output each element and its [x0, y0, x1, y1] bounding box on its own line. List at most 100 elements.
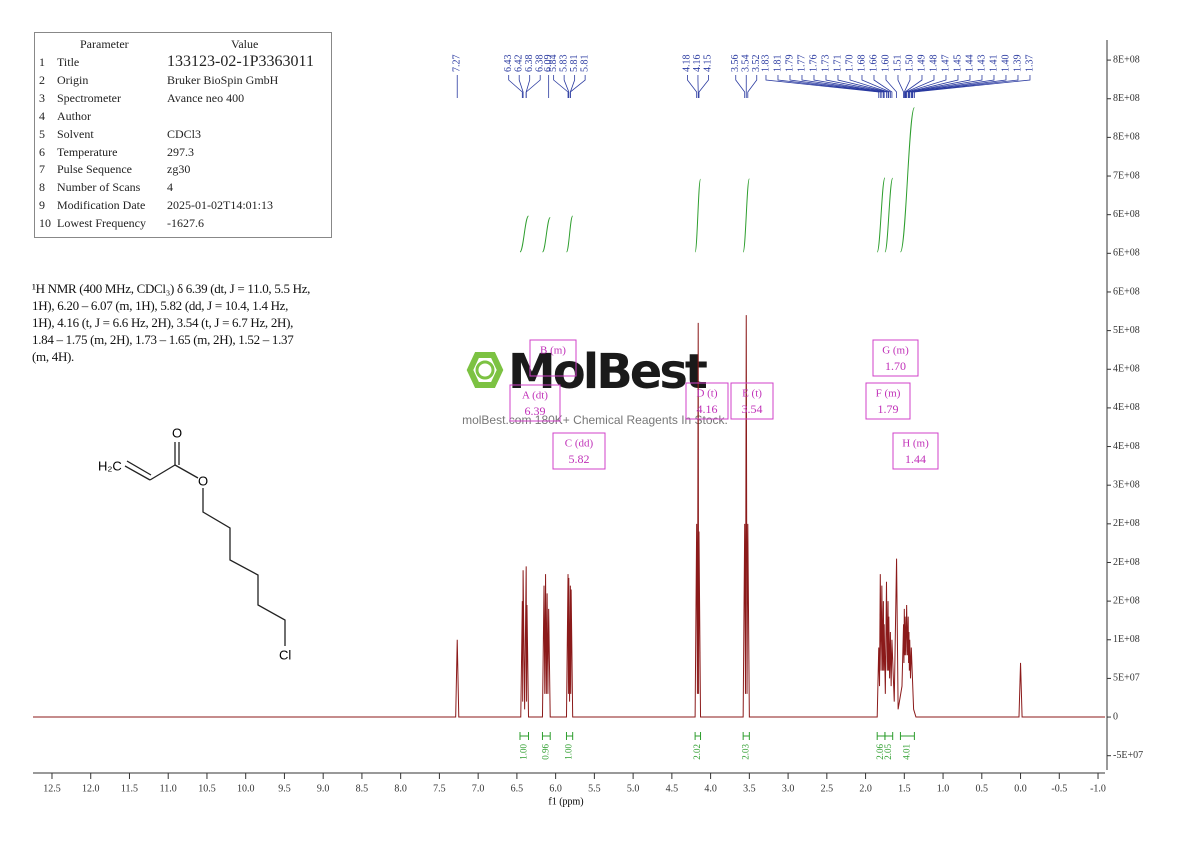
x-tick-label: 9.0: [317, 783, 330, 794]
integral-label: 2.02: [692, 744, 702, 760]
y-tick-label: 6E+08: [1113, 209, 1140, 220]
peak-label: 5.83: [558, 55, 569, 73]
param-name: Lowest Frequency: [57, 216, 146, 231]
multiplet-label: A (dt): [522, 390, 548, 402]
row-number: 6: [39, 144, 45, 159]
multiplet-label: F (m): [876, 388, 901, 400]
integral-curve: [876, 177, 886, 253]
row-number: 1: [39, 55, 45, 69]
peak-connector: [569, 75, 586, 98]
peak-connector: [909, 75, 983, 98]
peak-connector: [553, 75, 569, 98]
peak-label: 1.50: [904, 55, 915, 73]
x-tick-label: 2.0: [859, 783, 872, 794]
peak-label: 1.73: [820, 55, 831, 73]
peak-label: 6.09: [543, 55, 554, 73]
multiplet-label: G (m): [882, 345, 909, 357]
logo-hexagon: [466, 352, 504, 388]
peak-label: 1.51: [892, 55, 903, 73]
param-value: 133123-02-1P3363011: [167, 53, 314, 70]
x-tick-label: 7.0: [472, 783, 485, 794]
y-tick-label: 7E+08: [1113, 170, 1140, 181]
peak-label: 1.39: [1012, 55, 1023, 72]
peak-label: 7.27: [452, 55, 463, 73]
x-tick-label: -1.0: [1090, 783, 1106, 794]
param-value: Bruker BioSpin GmbH: [167, 72, 279, 87]
peak-connector: [508, 75, 523, 98]
logo-text: MolBest: [508, 344, 707, 400]
y-tick-label: 8E+08: [1113, 132, 1140, 143]
atom-label: H₂C: [98, 458, 122, 473]
peak-connector: [903, 75, 911, 98]
multiplet-shift: 1.79: [878, 402, 899, 416]
row-number: 10: [39, 216, 51, 231]
atom-label: O: [172, 425, 182, 440]
row-number: 4: [39, 108, 45, 123]
peak-connector: [910, 75, 995, 98]
table-header: Parameter: [80, 37, 129, 51]
peak-label: 5.81: [579, 55, 590, 73]
param-value: 2025-01-02T14:01:13: [167, 198, 273, 213]
x-tick-label: 1.5: [898, 783, 911, 794]
peak-connector: [849, 75, 890, 98]
peak-label: 1.45: [952, 55, 963, 73]
multiplet-shift: 5.82: [569, 452, 590, 466]
integral-label: 1.00: [518, 744, 528, 760]
x-tick-label: -0.5: [1051, 783, 1067, 794]
peak-label: 1.77: [796, 55, 807, 73]
x-tick-label: 10.5: [198, 783, 216, 794]
peak-label: 6.38: [534, 55, 545, 73]
param-name: Author: [57, 108, 91, 123]
y-tick-label: 5E+08: [1113, 325, 1140, 336]
x-tick-label: 2.5: [821, 783, 834, 794]
peak-label: 3.52: [751, 55, 762, 73]
peak-label: 1.44: [964, 55, 975, 73]
peak-connector: [904, 75, 923, 98]
integral-curve: [694, 178, 702, 253]
y-tick-label: 0: [1113, 711, 1118, 722]
integral-bracket: [742, 732, 750, 740]
peak-label: 1.47: [940, 55, 951, 73]
peak-connector: [912, 75, 1019, 98]
integral-label: 1.00: [564, 744, 574, 760]
multiplet-shift: 6.39: [525, 404, 546, 418]
integral-bracket: [519, 732, 530, 740]
param-value: Avance neo 400: [167, 90, 245, 105]
peak-connector: [825, 75, 887, 98]
chain: [202, 488, 286, 646]
row-number: 3: [39, 90, 45, 105]
peak-connector: [525, 75, 531, 98]
param-value: 4: [167, 180, 173, 195]
peak-label: 5.81: [569, 55, 580, 73]
peak-connector: [837, 75, 889, 98]
integral-bracket: [899, 732, 915, 740]
x-axis-label: f1 (ppm): [548, 796, 583, 807]
peak-label: 6.43: [503, 55, 514, 72]
row-number: 8: [39, 180, 45, 195]
y-tick-label: 2E+08: [1113, 518, 1140, 529]
peak-connector: [687, 75, 698, 98]
peak-label: 1.81: [772, 55, 783, 73]
atom-label: Cl: [279, 647, 291, 662]
peak-connector: [905, 75, 935, 98]
y-tick-label: 3E+08: [1113, 479, 1140, 490]
multiplet-label: H (m): [902, 438, 929, 450]
multiplet-box: [892, 432, 939, 470]
param-value: CDCl3: [167, 126, 202, 141]
bond: [174, 464, 199, 479]
peak-connector: [907, 75, 959, 98]
x-tick-label: 0.5: [976, 783, 989, 794]
multiplet-box: [685, 382, 729, 420]
integral-bracket: [541, 732, 551, 740]
row-number: 5: [39, 126, 45, 141]
logo-tagline: molBest.com 180K+ Chemical Reagents In S…: [462, 413, 728, 427]
integral-bracket: [694, 732, 702, 740]
peak-connector: [908, 75, 971, 98]
multiplet-box: [509, 384, 561, 422]
param-value: -1627.6: [167, 216, 204, 231]
multiplet-box: [529, 339, 577, 377]
row-number: 2: [39, 72, 45, 87]
peak-label: 4.18: [682, 55, 693, 73]
